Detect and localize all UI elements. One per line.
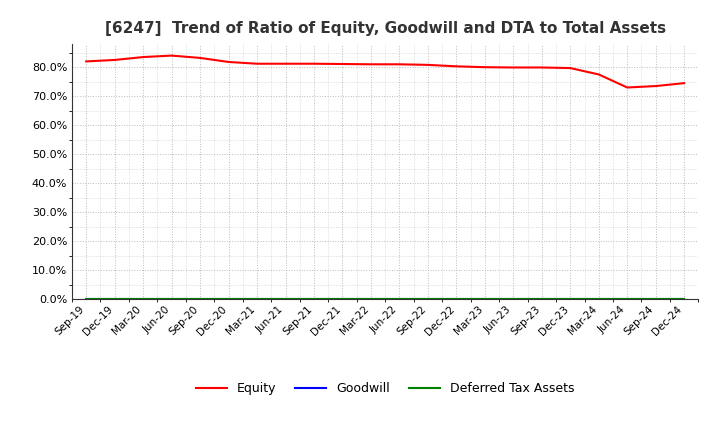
Goodwill bbox=[167, 296, 176, 301]
Goodwill bbox=[366, 296, 375, 301]
Deferred Tax Assets bbox=[366, 296, 375, 301]
Goodwill bbox=[282, 296, 290, 301]
Equity bbox=[366, 62, 375, 67]
Goodwill bbox=[595, 296, 603, 301]
Equity bbox=[595, 72, 603, 77]
Goodwill bbox=[652, 296, 660, 301]
Equity bbox=[310, 61, 318, 66]
Equity bbox=[395, 62, 404, 67]
Equity bbox=[566, 66, 575, 71]
Equity bbox=[253, 61, 261, 66]
Deferred Tax Assets bbox=[139, 296, 148, 301]
Deferred Tax Assets bbox=[110, 296, 119, 301]
Equity bbox=[480, 65, 489, 70]
Deferred Tax Assets bbox=[509, 296, 518, 301]
Goodwill bbox=[196, 296, 204, 301]
Equity bbox=[196, 55, 204, 61]
Goodwill bbox=[509, 296, 518, 301]
Goodwill bbox=[225, 296, 233, 301]
Equity bbox=[139, 55, 148, 60]
Equity bbox=[423, 62, 432, 67]
Deferred Tax Assets bbox=[480, 296, 489, 301]
Goodwill bbox=[395, 296, 404, 301]
Equity bbox=[225, 59, 233, 65]
Goodwill bbox=[423, 296, 432, 301]
Deferred Tax Assets bbox=[452, 296, 461, 301]
Deferred Tax Assets bbox=[253, 296, 261, 301]
Goodwill bbox=[623, 296, 631, 301]
Equity bbox=[110, 57, 119, 62]
Deferred Tax Assets bbox=[595, 296, 603, 301]
Goodwill bbox=[338, 296, 347, 301]
Deferred Tax Assets bbox=[652, 296, 660, 301]
Legend: Equity, Goodwill, Deferred Tax Assets: Equity, Goodwill, Deferred Tax Assets bbox=[191, 377, 580, 400]
Equity bbox=[82, 59, 91, 64]
Equity bbox=[680, 81, 688, 86]
Goodwill bbox=[139, 296, 148, 301]
Deferred Tax Assets bbox=[82, 296, 91, 301]
Deferred Tax Assets bbox=[680, 296, 688, 301]
Deferred Tax Assets bbox=[282, 296, 290, 301]
Deferred Tax Assets bbox=[537, 296, 546, 301]
Goodwill bbox=[253, 296, 261, 301]
Goodwill bbox=[110, 296, 119, 301]
Goodwill bbox=[480, 296, 489, 301]
Goodwill bbox=[537, 296, 546, 301]
Equity bbox=[282, 61, 290, 66]
Deferred Tax Assets bbox=[310, 296, 318, 301]
Goodwill bbox=[566, 296, 575, 301]
Title: [6247]  Trend of Ratio of Equity, Goodwill and DTA to Total Assets: [6247] Trend of Ratio of Equity, Goodwil… bbox=[104, 21, 666, 36]
Deferred Tax Assets bbox=[196, 296, 204, 301]
Goodwill bbox=[680, 296, 688, 301]
Equity bbox=[652, 84, 660, 89]
Goodwill bbox=[82, 296, 91, 301]
Deferred Tax Assets bbox=[423, 296, 432, 301]
Equity bbox=[623, 85, 631, 90]
Equity bbox=[167, 53, 176, 58]
Deferred Tax Assets bbox=[167, 296, 176, 301]
Line: Equity: Equity bbox=[86, 55, 684, 88]
Goodwill bbox=[310, 296, 318, 301]
Equity bbox=[338, 61, 347, 66]
Deferred Tax Assets bbox=[395, 296, 404, 301]
Deferred Tax Assets bbox=[338, 296, 347, 301]
Equity bbox=[509, 65, 518, 70]
Deferred Tax Assets bbox=[623, 296, 631, 301]
Equity bbox=[537, 65, 546, 70]
Equity bbox=[452, 64, 461, 69]
Deferred Tax Assets bbox=[566, 296, 575, 301]
Goodwill bbox=[452, 296, 461, 301]
Deferred Tax Assets bbox=[225, 296, 233, 301]
